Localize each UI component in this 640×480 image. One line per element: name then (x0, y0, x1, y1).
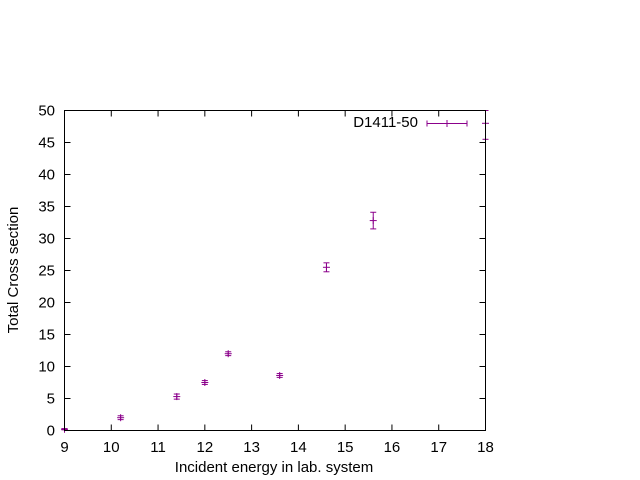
x-axis: 9 10 11 12 13 14 15 16 17 18 (60, 110, 494, 456)
x-tick-label: 18 (477, 439, 494, 456)
x-tick-label: 13 (243, 439, 260, 456)
x-tick-label: 14 (290, 439, 307, 456)
data-point (173, 393, 181, 401)
data-point (322, 262, 330, 273)
y-tick-label: 20 (38, 295, 55, 312)
legend-label: D1411-50 (353, 114, 418, 131)
y-tick-label: 15 (38, 327, 55, 344)
y-tick-label: 0 (47, 423, 55, 440)
y-tick-label: 40 (38, 167, 55, 184)
x-axis-label: Incident energy in lab. system (175, 459, 373, 476)
y-axis: 0 5 10 15 20 25 30 35 40 45 50 (38, 103, 486, 440)
y-tick-label: 5 (47, 391, 55, 408)
y-axis-label: Total Cross section (5, 207, 22, 334)
data-point (276, 371, 284, 379)
x-tick-label: 11 (150, 439, 166, 456)
data-point (224, 350, 232, 358)
y-tick-label: 10 (38, 359, 55, 376)
plot-frame (64, 110, 486, 431)
plot-marks (61, 110, 489, 433)
legend-sample (426, 120, 468, 127)
x-tick-label: 16 (384, 439, 401, 456)
y-tick-label: 35 (38, 199, 55, 216)
y-tick-label: 50 (38, 103, 55, 120)
legend: D1411-50 (353, 114, 468, 131)
y-tick-label: 45 (38, 135, 55, 152)
x-tick-label: 15 (337, 439, 354, 456)
data-point (117, 414, 125, 422)
data-point (369, 211, 377, 230)
x-tick-label: 17 (430, 439, 447, 456)
x-tick-label: 9 (60, 439, 68, 456)
x-tick-label: 10 (103, 439, 120, 456)
x-tick-label: 12 (196, 439, 213, 456)
data-point (201, 379, 209, 386)
y-tick-label: 30 (38, 231, 55, 248)
y-tick-label: 25 (38, 263, 55, 280)
